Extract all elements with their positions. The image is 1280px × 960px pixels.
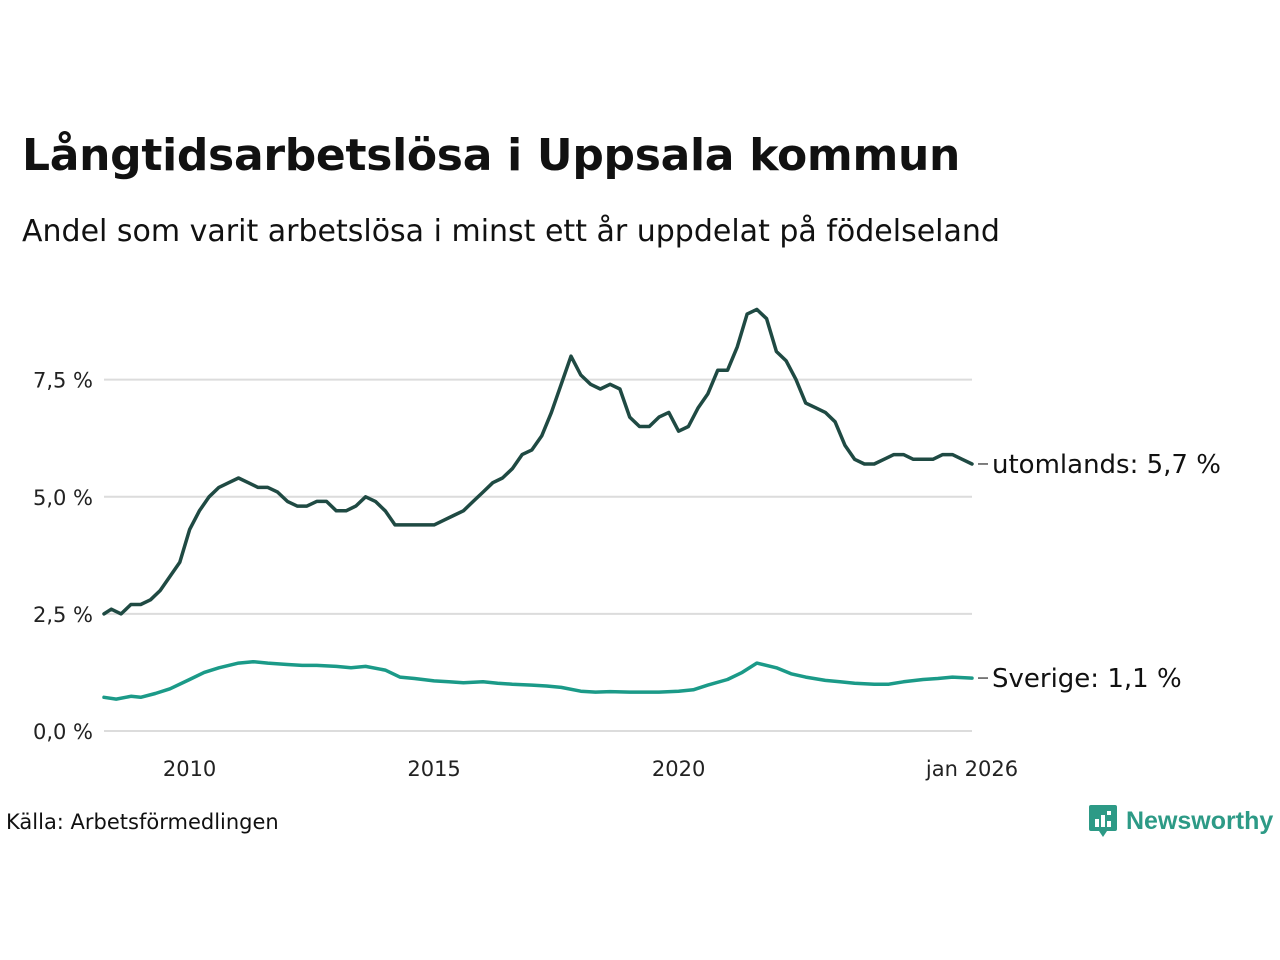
y-axis-tick-labels: 0,0 % 2,5 % 5,0 % 7,5 % bbox=[33, 369, 93, 744]
chart-subtitle: Andel som varit arbetslösa i minst ett å… bbox=[22, 214, 1000, 249]
x-tick-label: jan 2026 bbox=[925, 757, 1018, 781]
series-line-sverige bbox=[102, 659, 974, 701]
x-axis-tick-labels: 2010 2015 2020 jan 2026 bbox=[163, 757, 1018, 781]
newsworthy-logo-icon bbox=[1089, 805, 1117, 837]
y-tick-label: 2,5 % bbox=[33, 603, 93, 627]
chart-title: Långtidsarbetslösa i Uppsala kommun bbox=[22, 130, 961, 181]
x-tick-label: 2015 bbox=[407, 757, 460, 781]
logo-text: Newsworthy bbox=[1126, 806, 1274, 835]
x-tick-label: 2010 bbox=[163, 757, 216, 781]
series-lines bbox=[102, 307, 974, 701]
newsworthy-logo: Newsworthy bbox=[1088, 803, 1273, 839]
source-note: Källa: Arbetsförmedlingen bbox=[6, 810, 279, 834]
series-end-labels: utomlands: 5,7 % Sverige: 1,1 % bbox=[978, 450, 1221, 694]
y-tick-label: 7,5 % bbox=[33, 369, 93, 393]
grid-lines bbox=[104, 378, 972, 732]
series-label-sverige: Sverige: 1,1 % bbox=[992, 664, 1182, 694]
y-tick-label: 5,0 % bbox=[33, 486, 93, 510]
series-label-utomlands: utomlands: 5,7 % bbox=[992, 450, 1221, 480]
y-tick-label: 0,0 % bbox=[33, 720, 93, 744]
series-line-utomlands bbox=[102, 307, 974, 616]
x-tick-label: 2020 bbox=[652, 757, 705, 781]
